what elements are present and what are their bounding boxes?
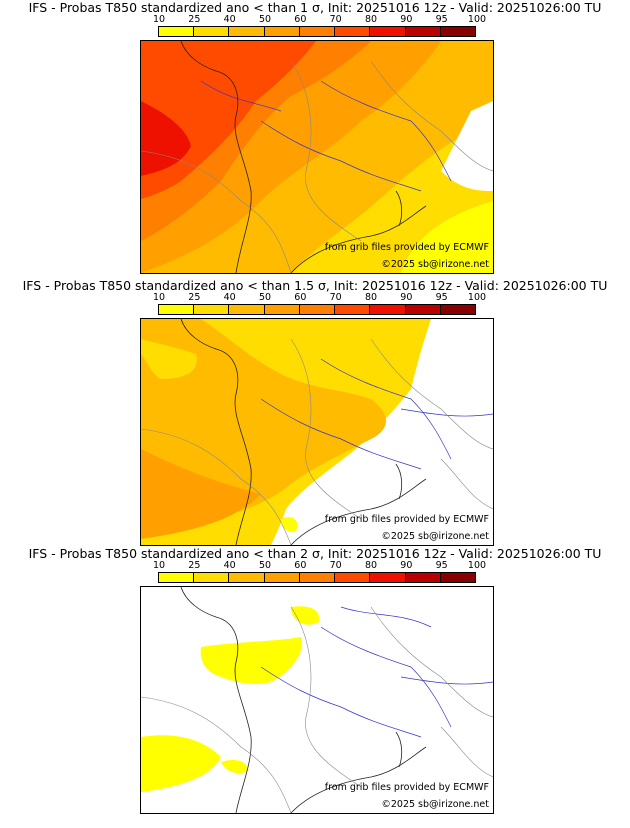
- colorbar-segment: [370, 27, 406, 36]
- colorbar-tick-label: 10: [152, 292, 166, 303]
- colorbar-tick-label: 40: [223, 560, 236, 571]
- copyright-credit: ©2025 sb@irizone.net: [381, 531, 489, 542]
- colorbar-tick-label: 50: [258, 14, 272, 25]
- colorbar: [158, 572, 476, 583]
- prob-area-lowest: [401, 201, 493, 273]
- copyright-credit: ©2025 sb@irizone.net: [381, 799, 489, 810]
- colorbar-segment: [405, 573, 441, 582]
- colorbar-segment: [299, 27, 336, 36]
- colorbar-tick-label: 90: [400, 292, 413, 303]
- colorbar-segment: [264, 573, 300, 582]
- colorbar: [158, 26, 476, 37]
- colorbar-segment: [194, 305, 230, 314]
- colorbar-tick-label: 80: [364, 14, 378, 25]
- colorbar-tick-label: 95: [435, 560, 448, 571]
- colorbar-tick-label: 80: [364, 560, 378, 571]
- colorbar-tick-label: 25: [188, 292, 201, 303]
- colorbar-tick-label: 10: [152, 14, 166, 25]
- map-drawing: [141, 587, 493, 813]
- colorbar-tick-label: 25: [188, 14, 201, 25]
- colorbar-tick-label: 100: [467, 560, 487, 571]
- colorbar-segment: [159, 573, 195, 582]
- colorbar-tick-label: 100: [467, 14, 487, 25]
- map-panel-2: IFS - Probas T850 standardized ano < tha…: [0, 278, 630, 548]
- colorbar-segment: [159, 27, 195, 36]
- colorbar-tick-label: 60: [294, 14, 307, 25]
- panel-title: IFS - Probas T850 standardized ano < tha…: [28, 0, 602, 15]
- colorbar-tick-label: 50: [258, 560, 272, 571]
- colorbar-tick-label: 95: [435, 292, 448, 303]
- colorbar-segment: [194, 573, 230, 582]
- colorbar-segment: [299, 573, 336, 582]
- source-credit: from grib files provided by ECMWF: [324, 782, 489, 793]
- map-drawing: [141, 41, 493, 273]
- colorbar-tick-label: 60: [294, 560, 307, 571]
- colorbar-segment: [335, 305, 371, 314]
- colorbar-tick-label: 70: [329, 560, 342, 571]
- panel-title: IFS - Probas T850 standardized ano < tha…: [28, 546, 602, 561]
- prob-area-low-south: [141, 735, 221, 792]
- colorbar-tick-label: 90: [400, 14, 413, 25]
- probability-map: from grib files provided by ECMWF ©2025 …: [140, 318, 494, 546]
- colorbar-segment: [264, 305, 300, 314]
- prob-area-very-high: [141, 41, 316, 199]
- prob-area-low-north: [200, 637, 302, 685]
- colorbar-segment: [335, 573, 371, 582]
- colorbar: [158, 304, 476, 315]
- colorbar-segment: [194, 27, 230, 36]
- colorbar-ticks: 10 25 40 50 60 70 80 90 95 100: [153, 292, 486, 303]
- colorbar-segment: [405, 27, 441, 36]
- colorbar-tick-label: 100: [467, 292, 487, 303]
- colorbar-tick-label: 90: [400, 560, 413, 571]
- colorbar-segment: [229, 573, 265, 582]
- prob-area-none: [441, 101, 493, 191]
- colorbar-ticks: 10 25 40 50 60 70 80 90 95 100: [153, 560, 486, 571]
- colorbar-tick-label: 25: [188, 560, 201, 571]
- colorbar-tick-label: 80: [364, 292, 378, 303]
- colorbar-segment: [229, 305, 265, 314]
- colorbar-tick-label: 40: [223, 14, 236, 25]
- prob-area-max: [141, 101, 191, 176]
- colorbar-segment: [440, 305, 475, 314]
- colorbar-segment: [405, 305, 441, 314]
- colorbar-segment: [299, 305, 336, 314]
- colorbar-segment: [370, 573, 406, 582]
- prob-area-high: [141, 449, 261, 539]
- colorbar-ticks: 10 25 40 50 60 70 80 90 95 100: [153, 14, 486, 25]
- colorbar-tick-label: 40: [223, 292, 236, 303]
- panel-title: IFS - Probas T850 standardized ano < tha…: [22, 278, 608, 293]
- map-panel-1: IFS - Probas T850 standardized ano < tha…: [0, 0, 630, 276]
- colorbar-tick-label: 70: [329, 14, 342, 25]
- source-credit: from grib files provided by ECMWF: [324, 242, 489, 253]
- colorbar-segment: [440, 27, 475, 36]
- copyright-credit: ©2025 sb@irizone.net: [381, 259, 489, 270]
- map-panel-3: IFS - Probas T850 standardized ano < tha…: [0, 546, 630, 828]
- colorbar-segment: [335, 27, 371, 36]
- colorbar-segment: [229, 27, 265, 36]
- probability-map: from grib files provided by ECMWF ©2025 …: [140, 586, 494, 814]
- probability-map: from grib files provided by ECMWF ©2025 …: [140, 40, 494, 274]
- colorbar-tick-label: 10: [152, 560, 166, 571]
- source-credit: from grib files provided by ECMWF: [324, 514, 489, 525]
- colorbar-tick-label: 60: [294, 292, 307, 303]
- colorbar-tick-label: 70: [329, 292, 342, 303]
- colorbar-tick-label: 95: [435, 14, 448, 25]
- colorbar-segment: [264, 27, 300, 36]
- colorbar-segment: [370, 305, 406, 314]
- colorbar-tick-label: 50: [258, 292, 272, 303]
- colorbar-segment: [159, 305, 195, 314]
- map-drawing: [141, 319, 493, 545]
- colorbar-segment: [440, 573, 475, 582]
